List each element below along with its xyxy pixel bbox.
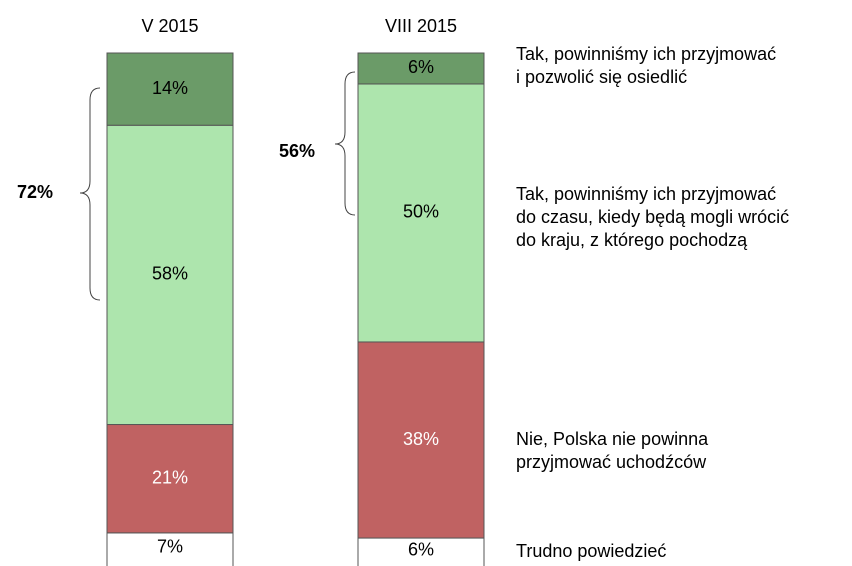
legend-label: Nie, Polska nie powinna przyjmować uchodź…: [516, 429, 709, 472]
legend-label: Trudno powiedzieć: [516, 541, 666, 561]
value-label: 38%: [403, 429, 439, 449]
x-tick-label: VIII 2015: [385, 16, 457, 36]
bar-segment: [357, 83, 485, 343]
bar-segment: [106, 52, 234, 126]
value-label: 6%: [408, 539, 434, 559]
bar-segment: [357, 341, 485, 539]
bar-segment: [357, 52, 485, 85]
legend-label: Tak, powinniśmy ich przyjmować do czasu, …: [516, 184, 789, 250]
value-label: 6%: [408, 57, 434, 77]
bar-segment: [106, 424, 234, 534]
annotation: 72%: [17, 182, 53, 202]
value-label: 50%: [403, 202, 439, 222]
bar-segment: [106, 124, 234, 426]
annotation: 56%: [279, 141, 315, 161]
brace: [79, 87, 101, 301]
x-tick-label: V 2015: [141, 16, 198, 36]
brace: [334, 71, 356, 216]
value-label: 58%: [152, 264, 188, 284]
value-label: 7%: [157, 537, 183, 557]
legend-label: Tak, powinniśmy ich przyjmować i pozwolić…: [516, 44, 776, 87]
value-label: 14%: [152, 78, 188, 98]
value-label: 21%: [152, 467, 188, 487]
bar-segment: [357, 537, 485, 566]
bar-segment: [106, 532, 234, 566]
